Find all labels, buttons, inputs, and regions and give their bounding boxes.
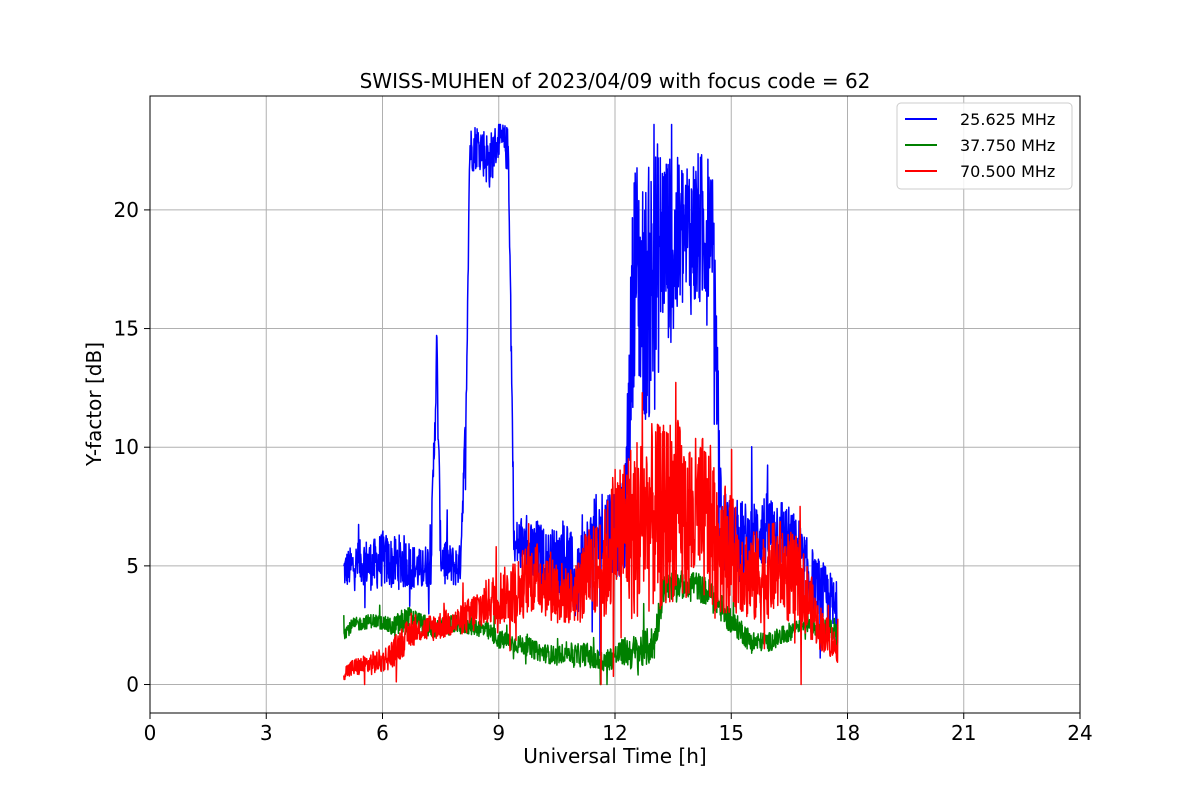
y-tick-label: 5: [126, 554, 139, 578]
y-tick-label: 0: [126, 673, 139, 697]
x-axis: 0 3 6 9 12 15 18 21 24: [144, 713, 1093, 745]
x-tick-label: 3: [260, 721, 273, 745]
y-axis: 0 5 10 15 20: [114, 198, 150, 697]
x-tick-label: 0: [144, 721, 157, 745]
legend-label: 37.750 MHz: [960, 136, 1055, 155]
legend-label: 25.625 MHz: [960, 110, 1055, 129]
series-line-3: [343, 381, 839, 686]
y-tick-label: 10: [114, 435, 139, 459]
series-group: [343, 123, 839, 686]
x-tick-label: 15: [719, 721, 744, 745]
x-tick-label: 9: [492, 721, 505, 745]
x-axis-label: Universal Time [h]: [523, 744, 706, 768]
y-tick-label: 15: [114, 317, 139, 341]
chart-title: SWISS-MUHEN of 2023/04/09 with focus cod…: [360, 69, 871, 93]
y-axis-label: Y-factor [dB]: [82, 342, 106, 467]
legend: 25.625 MHz 37.750 MHz 70.500 MHz: [896, 102, 1073, 190]
x-tick-label: 6: [376, 721, 389, 745]
legend-label: 70.500 MHz: [960, 162, 1055, 181]
x-tick-label: 12: [602, 721, 627, 745]
series-line-1: [343, 123, 839, 659]
x-tick-label: 21: [951, 721, 976, 745]
x-tick-label: 24: [1067, 721, 1092, 745]
y-tick-label: 20: [114, 198, 139, 222]
x-tick-label: 18: [835, 721, 860, 745]
legend-box: [896, 102, 1073, 190]
